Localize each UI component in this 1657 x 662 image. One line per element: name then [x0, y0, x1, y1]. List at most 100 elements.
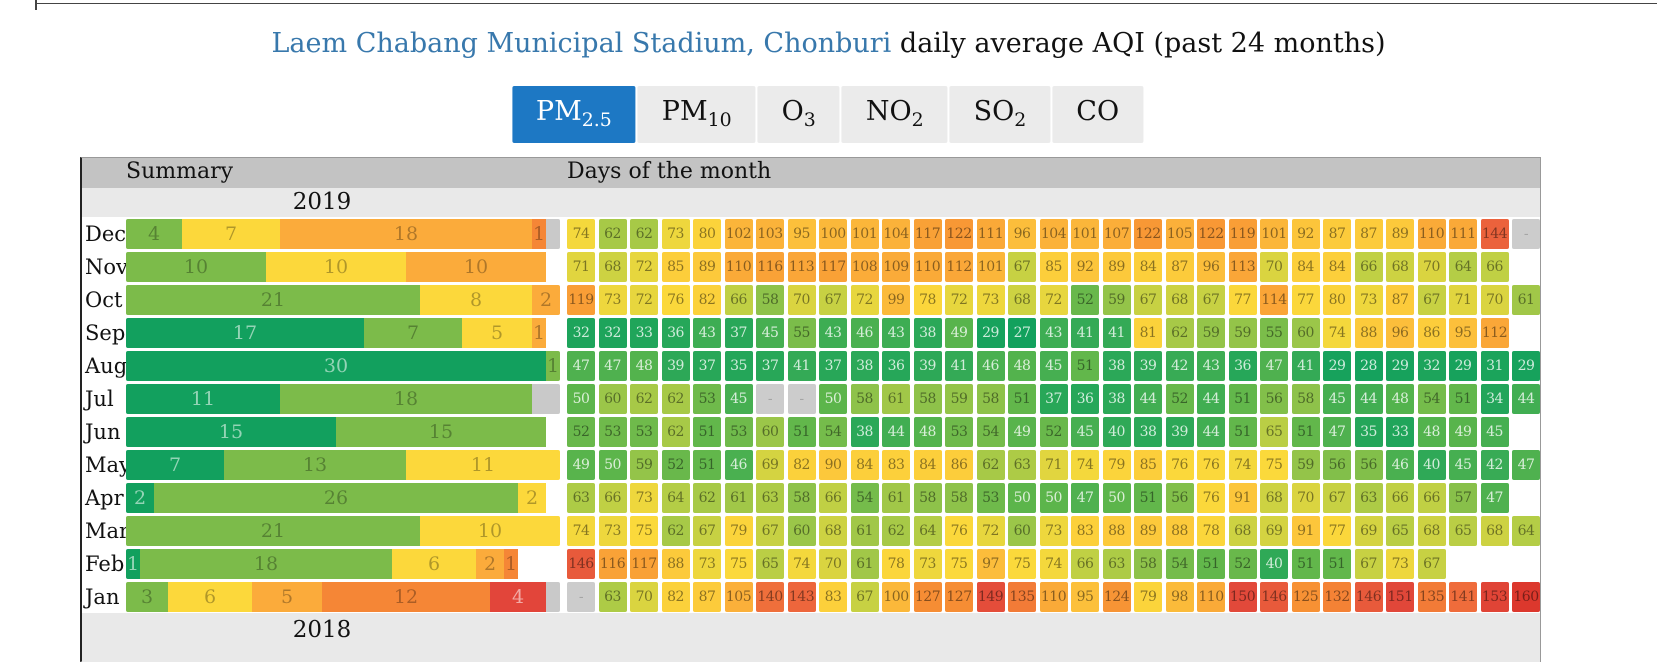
day-cell[interactable]: 67 — [1134, 284, 1162, 315]
day-cell[interactable]: 41 — [945, 350, 973, 381]
day-cell[interactable]: 84 — [850, 449, 879, 480]
day-cell[interactable]: 127 — [913, 581, 942, 612]
day-cell[interactable]: 52 — [1228, 548, 1257, 579]
day-cell[interactable]: 70 — [819, 548, 847, 579]
day-cell[interactable]: 41 — [1102, 317, 1131, 348]
day-cell[interactable]: 102 — [724, 218, 753, 249]
day-cell[interactable]: 80 — [693, 218, 721, 249]
day-cell[interactable]: 27 — [1008, 317, 1036, 348]
day-cell[interactable]: 67 — [1197, 284, 1225, 315]
day-cell[interactable]: 66 — [1480, 251, 1509, 282]
day-cell[interactable]: 67 — [1008, 251, 1036, 282]
day-cell[interactable]: 65 — [1449, 515, 1477, 546]
day-cell[interactable]: 68 — [1260, 482, 1288, 513]
day-cell[interactable]: 56 — [1260, 383, 1288, 414]
day-cell[interactable]: 117 — [819, 251, 847, 282]
day-cell[interactable]: 85 — [661, 251, 690, 282]
day-cell[interactable]: 41 — [787, 350, 816, 381]
day-cell[interactable]: 62 — [976, 449, 1005, 480]
day-cell[interactable]: 53 — [693, 383, 721, 414]
day-cell[interactable]: 69 — [1260, 515, 1288, 546]
day-cell[interactable]: 62 — [693, 482, 721, 513]
tab-pm10[interactable]: PM10 — [637, 86, 756, 143]
day-cell[interactable]: 160 — [1512, 581, 1540, 612]
day-cell[interactable]: 153 — [1480, 581, 1509, 612]
day-cell[interactable]: 43 — [819, 317, 847, 348]
day-cell[interactable]: 60 — [1008, 515, 1036, 546]
day-cell[interactable]: 140 — [756, 581, 784, 612]
day-cell[interactable]: 122 — [945, 218, 973, 249]
tab-so2[interactable]: SO2 — [949, 86, 1051, 143]
day-cell[interactable]: 44 — [1512, 383, 1540, 414]
day-cell[interactable]: 54 — [976, 416, 1005, 447]
day-cell[interactable]: 66 — [1354, 251, 1383, 282]
day-cell[interactable]: 58 — [1134, 548, 1162, 579]
day-cell[interactable]: 76 — [945, 515, 973, 546]
day-cell[interactable]: 50 — [1102, 482, 1131, 513]
day-cell[interactable]: 53 — [976, 482, 1005, 513]
day-cell[interactable]: 66 — [1071, 548, 1099, 579]
day-cell[interactable]: 70 — [1260, 251, 1288, 282]
tab-co[interactable]: CO — [1052, 86, 1144, 143]
day-cell[interactable]: 82 — [787, 449, 816, 480]
day-cell[interactable]: 52 — [1165, 383, 1194, 414]
day-cell[interactable]: - — [756, 383, 784, 414]
day-cell[interactable]: 40 — [1260, 548, 1288, 579]
day-cell[interactable]: 95 — [787, 218, 816, 249]
day-cell[interactable]: 45 — [756, 317, 784, 348]
day-cell[interactable]: 84 — [1323, 251, 1351, 282]
day-cell[interactable]: 68 — [598, 251, 627, 282]
day-cell[interactable]: 101 — [976, 251, 1005, 282]
day-cell[interactable]: 49 — [945, 317, 973, 348]
day-cell[interactable]: 76 — [1165, 449, 1194, 480]
day-cell[interactable]: 66 — [1386, 482, 1414, 513]
day-cell[interactable]: 64 — [661, 482, 690, 513]
day-cell[interactable]: 36 — [1071, 383, 1099, 414]
day-cell[interactable]: 39 — [1165, 416, 1194, 447]
day-cell[interactable]: 135 — [1417, 581, 1446, 612]
tab-no2[interactable]: NO2 — [841, 86, 948, 143]
day-cell[interactable]: 36 — [1228, 350, 1257, 381]
day-cell[interactable]: 112 — [1480, 317, 1509, 348]
day-cell[interactable]: 79 — [724, 515, 753, 546]
day-cell[interactable]: 96 — [1197, 251, 1225, 282]
day-cell[interactable]: 75 — [724, 548, 753, 579]
day-cell[interactable]: 44 — [882, 416, 910, 447]
day-cell[interactable]: 105 — [724, 581, 753, 612]
day-cell[interactable]: 38 — [850, 416, 879, 447]
day-cell[interactable]: 151 — [1386, 581, 1414, 612]
day-cell[interactable]: 51 — [1291, 548, 1320, 579]
day-cell[interactable]: 72 — [630, 251, 658, 282]
day-cell[interactable]: 62 — [1165, 317, 1194, 348]
day-cell[interactable]: 81 — [1134, 317, 1162, 348]
day-cell[interactable]: 66 — [724, 284, 753, 315]
day-cell[interactable]: 32 — [567, 317, 595, 348]
day-cell[interactable]: 85 — [1039, 251, 1068, 282]
day-cell[interactable]: 69 — [756, 449, 784, 480]
day-cell[interactable]: 64 — [913, 515, 942, 546]
day-cell[interactable]: 82 — [661, 581, 690, 612]
day-cell[interactable]: 104 — [1039, 218, 1068, 249]
day-cell[interactable]: 48 — [1386, 383, 1414, 414]
day-cell[interactable]: 41 — [1291, 350, 1320, 381]
day-cell[interactable]: 100 — [819, 218, 847, 249]
day-cell[interactable]: 33 — [630, 317, 658, 348]
day-cell[interactable]: 29 — [1386, 350, 1414, 381]
day-cell[interactable]: 51 — [1291, 416, 1320, 447]
day-cell[interactable]: 141 — [1449, 581, 1477, 612]
day-cell[interactable]: 87 — [1165, 251, 1194, 282]
day-cell[interactable]: 38 — [913, 317, 942, 348]
day-cell[interactable]: 52 — [661, 449, 690, 480]
day-cell[interactable]: 59 — [945, 383, 973, 414]
day-cell[interactable]: 83 — [819, 581, 847, 612]
day-cell[interactable]: 44 — [1354, 383, 1383, 414]
day-cell[interactable]: 56 — [1323, 449, 1351, 480]
station-link[interactable]: Laem Chabang Municipal Stadium, Chonburi — [271, 28, 892, 59]
day-cell[interactable]: 125 — [1291, 581, 1320, 612]
day-cell[interactable]: 29 — [976, 317, 1005, 348]
day-cell[interactable]: 59 — [1102, 284, 1131, 315]
day-cell[interactable]: 73 — [1039, 515, 1068, 546]
day-cell[interactable]: 110 — [1417, 218, 1446, 249]
day-cell[interactable]: 58 — [756, 284, 784, 315]
day-cell[interactable]: 92 — [1071, 251, 1099, 282]
